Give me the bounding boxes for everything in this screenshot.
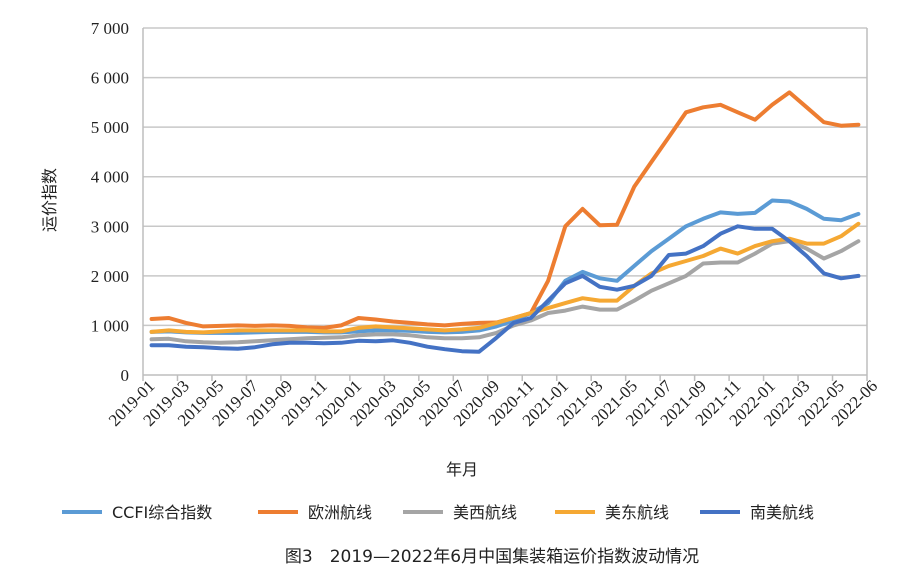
- y-axis-ticks: 0 1 000 2 000 3 000 4 000 5 000 6 000 7 000: [91, 19, 129, 385]
- series-line-4: [149, 224, 861, 354]
- y-tick-label: 5 000: [91, 118, 129, 137]
- y-tick-label: 3 000: [91, 217, 129, 236]
- legend-item: 美东航线: [555, 503, 669, 522]
- y-tick-label: 2 000: [91, 267, 129, 286]
- series-lines: [149, 90, 861, 354]
- legend-item: 欧洲航线: [258, 503, 372, 522]
- legend-label: 美西航线: [453, 503, 517, 522]
- x-axis-title: 年月: [446, 460, 478, 479]
- legend-item: 南美航线: [700, 503, 814, 522]
- legend-label: 美东航线: [605, 503, 669, 522]
- legend-label: 欧洲航线: [308, 503, 372, 522]
- legend-label: CCFI综合指数: [112, 503, 212, 522]
- y-tick-label: 7 000: [91, 19, 129, 38]
- legend: CCFI综合指数 欧洲航线 美西航线 美东航线 南美航线: [62, 503, 814, 522]
- legend-item: CCFI综合指数: [62, 503, 212, 522]
- series-line-3: [149, 221, 861, 335]
- y-axis-title: 运价指数: [40, 168, 59, 232]
- legend-label: 南美航线: [750, 503, 814, 522]
- y-tick-label: 0: [121, 366, 130, 385]
- y-tick-label: 4 000: [91, 168, 129, 187]
- gridlines: [143, 27, 867, 327]
- figure-caption: 图3 2019—2022年6月中国集装箱运价指数波动情况: [285, 547, 699, 567]
- y-tick-label: 1 000: [91, 316, 129, 335]
- legend-item: 美西航线: [403, 503, 517, 522]
- y-tick-label: 6 000: [91, 69, 129, 88]
- series-line-0: [149, 198, 861, 335]
